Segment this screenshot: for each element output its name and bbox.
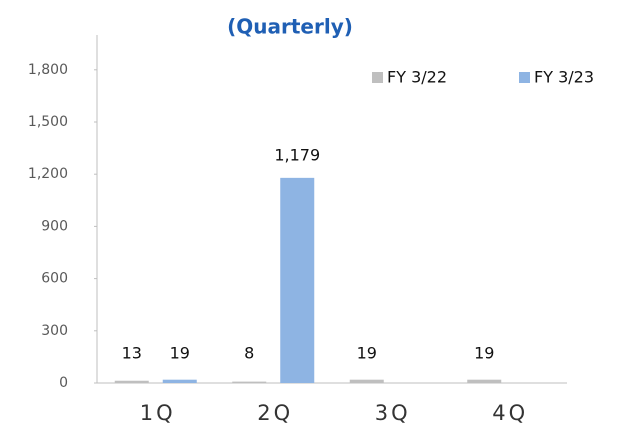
bar <box>349 379 384 383</box>
bar <box>280 177 315 383</box>
y-tick-label: 600 <box>41 271 68 287</box>
data-label: 19 <box>170 344 190 363</box>
bar <box>162 379 197 383</box>
x-tick-label: 3Q <box>375 401 411 425</box>
y-tick-label: 900 <box>41 218 68 234</box>
y-tick-label: 1,500 <box>28 114 68 130</box>
data-label: 8 <box>244 344 254 363</box>
x-tick-label: 4Q <box>492 401 528 425</box>
bar <box>114 380 149 383</box>
bar <box>232 381 267 383</box>
legend-label: FY 3/23 <box>534 68 594 87</box>
legend-label: FY 3/22 <box>387 68 447 87</box>
data-label: 13 <box>122 344 142 363</box>
bar <box>467 379 502 383</box>
y-tick-label: 0 <box>59 375 68 391</box>
x-tick-label: 1Q <box>140 401 176 425</box>
y-tick-label: 300 <box>41 323 68 339</box>
x-tick-label: 2Q <box>257 401 293 425</box>
data-label: 19 <box>357 344 377 363</box>
chart-title: (Quarterly) <box>227 15 353 39</box>
data-label: 19 <box>474 344 494 363</box>
data-label: 1,179 <box>274 145 320 164</box>
y-tick-label: 1,200 <box>28 166 68 182</box>
legend-swatch <box>519 72 530 83</box>
legend-swatch <box>372 72 383 83</box>
y-tick-label: 1,800 <box>28 62 68 78</box>
